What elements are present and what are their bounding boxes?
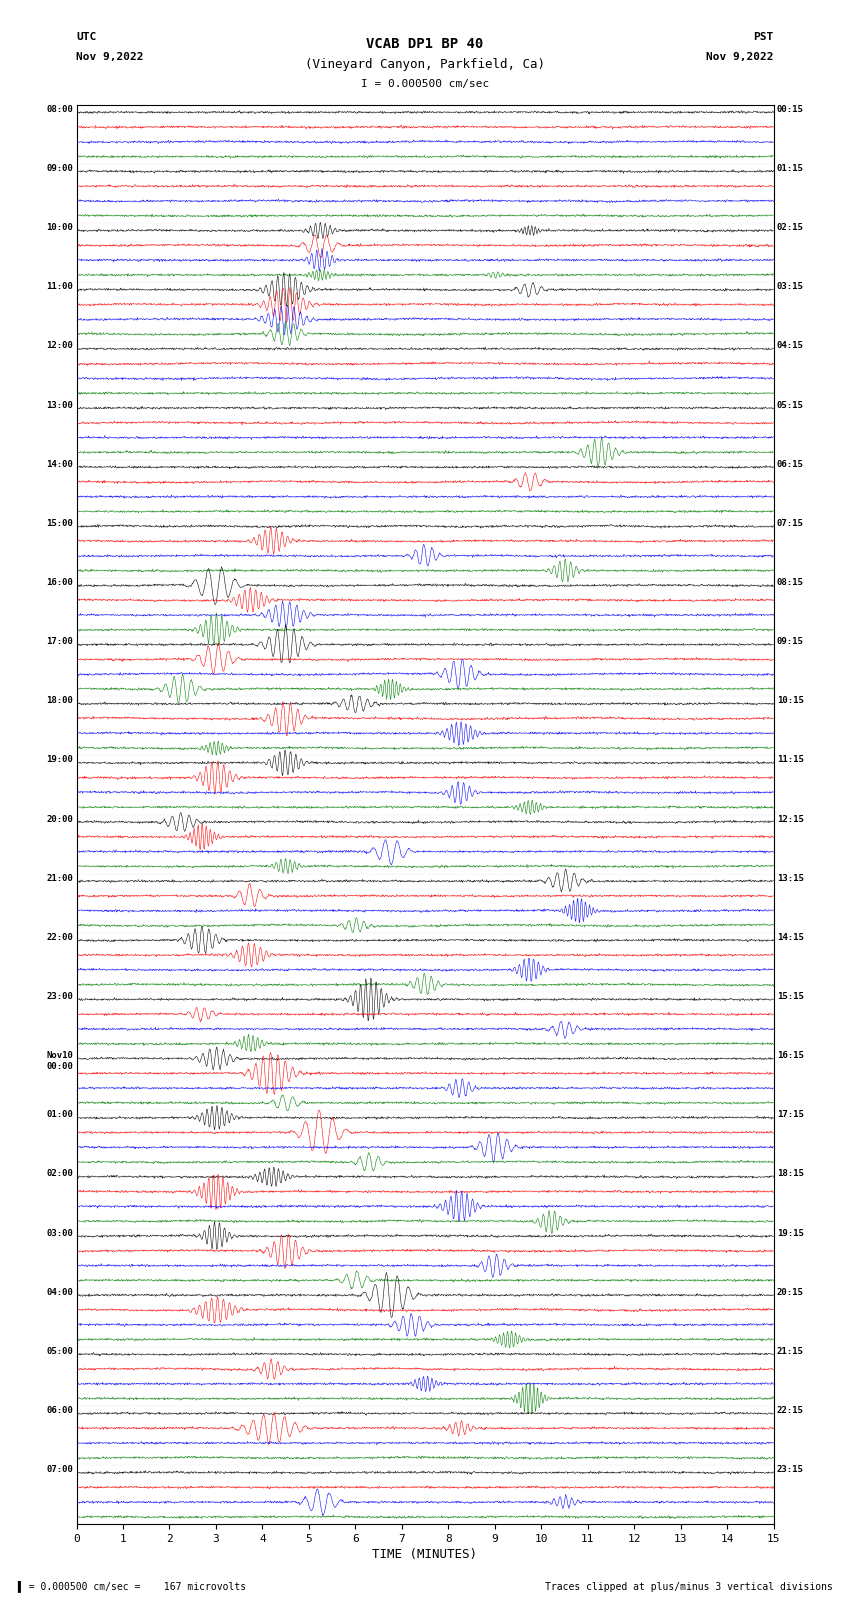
Text: 03:15: 03:15	[777, 282, 804, 292]
Text: 15:15: 15:15	[777, 992, 804, 1002]
Text: 11:15: 11:15	[777, 755, 804, 765]
Text: 05:00: 05:00	[46, 1347, 73, 1357]
Text: 21:15: 21:15	[777, 1347, 804, 1357]
Text: 04:00: 04:00	[46, 1287, 73, 1297]
Text: 13:15: 13:15	[777, 874, 804, 882]
Text: 19:15: 19:15	[777, 1229, 804, 1237]
Text: Traces clipped at plus/minus 3 vertical divisions: Traces clipped at plus/minus 3 vertical …	[545, 1582, 833, 1592]
Text: 17:00: 17:00	[46, 637, 73, 647]
Text: 08:00: 08:00	[46, 105, 73, 115]
Text: 04:15: 04:15	[777, 342, 804, 350]
Text: 20:15: 20:15	[777, 1287, 804, 1297]
Text: 12:00: 12:00	[46, 342, 73, 350]
Text: 16:15: 16:15	[777, 1052, 804, 1060]
Text: 23:15: 23:15	[777, 1465, 804, 1474]
Text: 10:00: 10:00	[46, 223, 73, 232]
Text: 01:00: 01:00	[46, 1110, 73, 1119]
Text: 09:00: 09:00	[46, 165, 73, 173]
Text: UTC: UTC	[76, 32, 97, 42]
Text: Nov10
00:00: Nov10 00:00	[46, 1052, 73, 1071]
Text: 01:15: 01:15	[777, 165, 804, 173]
Text: I = 0.000500 cm/sec: I = 0.000500 cm/sec	[361, 79, 489, 89]
Text: 07:15: 07:15	[777, 519, 804, 527]
Text: 12:15: 12:15	[777, 815, 804, 824]
Text: 19:00: 19:00	[46, 755, 73, 765]
Text: 06:15: 06:15	[777, 460, 804, 469]
Text: 05:15: 05:15	[777, 400, 804, 410]
Text: 18:15: 18:15	[777, 1169, 804, 1179]
Text: VCAB DP1 BP 40: VCAB DP1 BP 40	[366, 37, 484, 52]
Text: Nov 9,2022: Nov 9,2022	[76, 52, 144, 61]
Text: 20:00: 20:00	[46, 815, 73, 824]
Text: 08:15: 08:15	[777, 577, 804, 587]
Text: 21:00: 21:00	[46, 874, 73, 882]
Text: 11:00: 11:00	[46, 282, 73, 292]
Text: 00:15: 00:15	[777, 105, 804, 115]
Text: 17:15: 17:15	[777, 1110, 804, 1119]
Text: 10:15: 10:15	[777, 697, 804, 705]
Text: 14:00: 14:00	[46, 460, 73, 469]
Text: PST: PST	[753, 32, 774, 42]
Text: (Vineyard Canyon, Parkfield, Ca): (Vineyard Canyon, Parkfield, Ca)	[305, 58, 545, 71]
Text: 06:00: 06:00	[46, 1407, 73, 1415]
Text: 13:00: 13:00	[46, 400, 73, 410]
Text: 09:15: 09:15	[777, 637, 804, 647]
Text: 03:00: 03:00	[46, 1229, 73, 1237]
Text: 14:15: 14:15	[777, 932, 804, 942]
X-axis label: TIME (MINUTES): TIME (MINUTES)	[372, 1548, 478, 1561]
Text: Nov 9,2022: Nov 9,2022	[706, 52, 774, 61]
Text: 07:00: 07:00	[46, 1465, 73, 1474]
Text: 16:00: 16:00	[46, 577, 73, 587]
Text: 22:15: 22:15	[777, 1407, 804, 1415]
Text: 15:00: 15:00	[46, 519, 73, 527]
Text: ▌ = 0.000500 cm/sec =    167 microvolts: ▌ = 0.000500 cm/sec = 167 microvolts	[17, 1581, 246, 1592]
Text: 02:15: 02:15	[777, 223, 804, 232]
Text: 02:00: 02:00	[46, 1169, 73, 1179]
Text: 18:00: 18:00	[46, 697, 73, 705]
Text: 23:00: 23:00	[46, 992, 73, 1002]
Text: 22:00: 22:00	[46, 932, 73, 942]
